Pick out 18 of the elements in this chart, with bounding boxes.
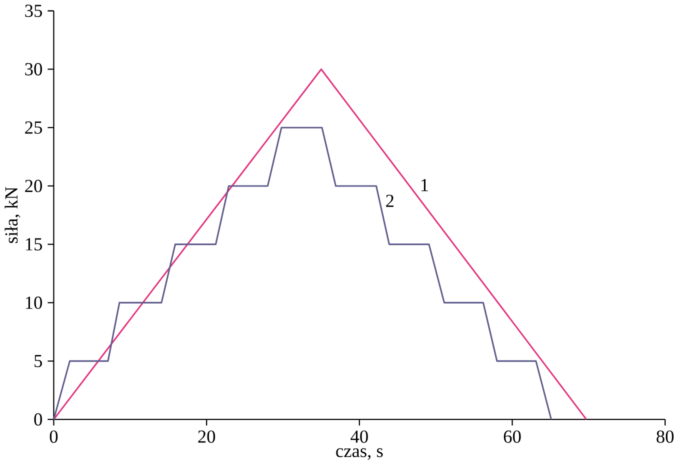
y-tick-label: 25 (25, 122, 42, 134)
x-tick-label: 60 (504, 430, 521, 444)
series-label: 2 (386, 194, 394, 208)
y-tick-label: 10 (26, 296, 42, 310)
x-axis-title: czas, s (336, 448, 383, 460)
y-axis-title: siła, kN (4, 187, 20, 244)
y-tick-label: 30 (25, 63, 42, 76)
y-tick-label: 20 (25, 180, 42, 192)
x-tick-label: 80 (656, 430, 674, 444)
x-tick-label: 20 (198, 430, 216, 444)
y-tick-label: 15 (26, 238, 42, 251)
line-series (52, 127, 552, 420)
x-tick-label: 0 (50, 430, 58, 444)
y-tick-label: 5 (34, 355, 42, 368)
series-label: 1 (421, 179, 428, 192)
y-tick-label: 0 (34, 413, 42, 426)
y-tick-label: 35 (25, 4, 42, 18)
x-tick-label: 40 (350, 430, 368, 444)
